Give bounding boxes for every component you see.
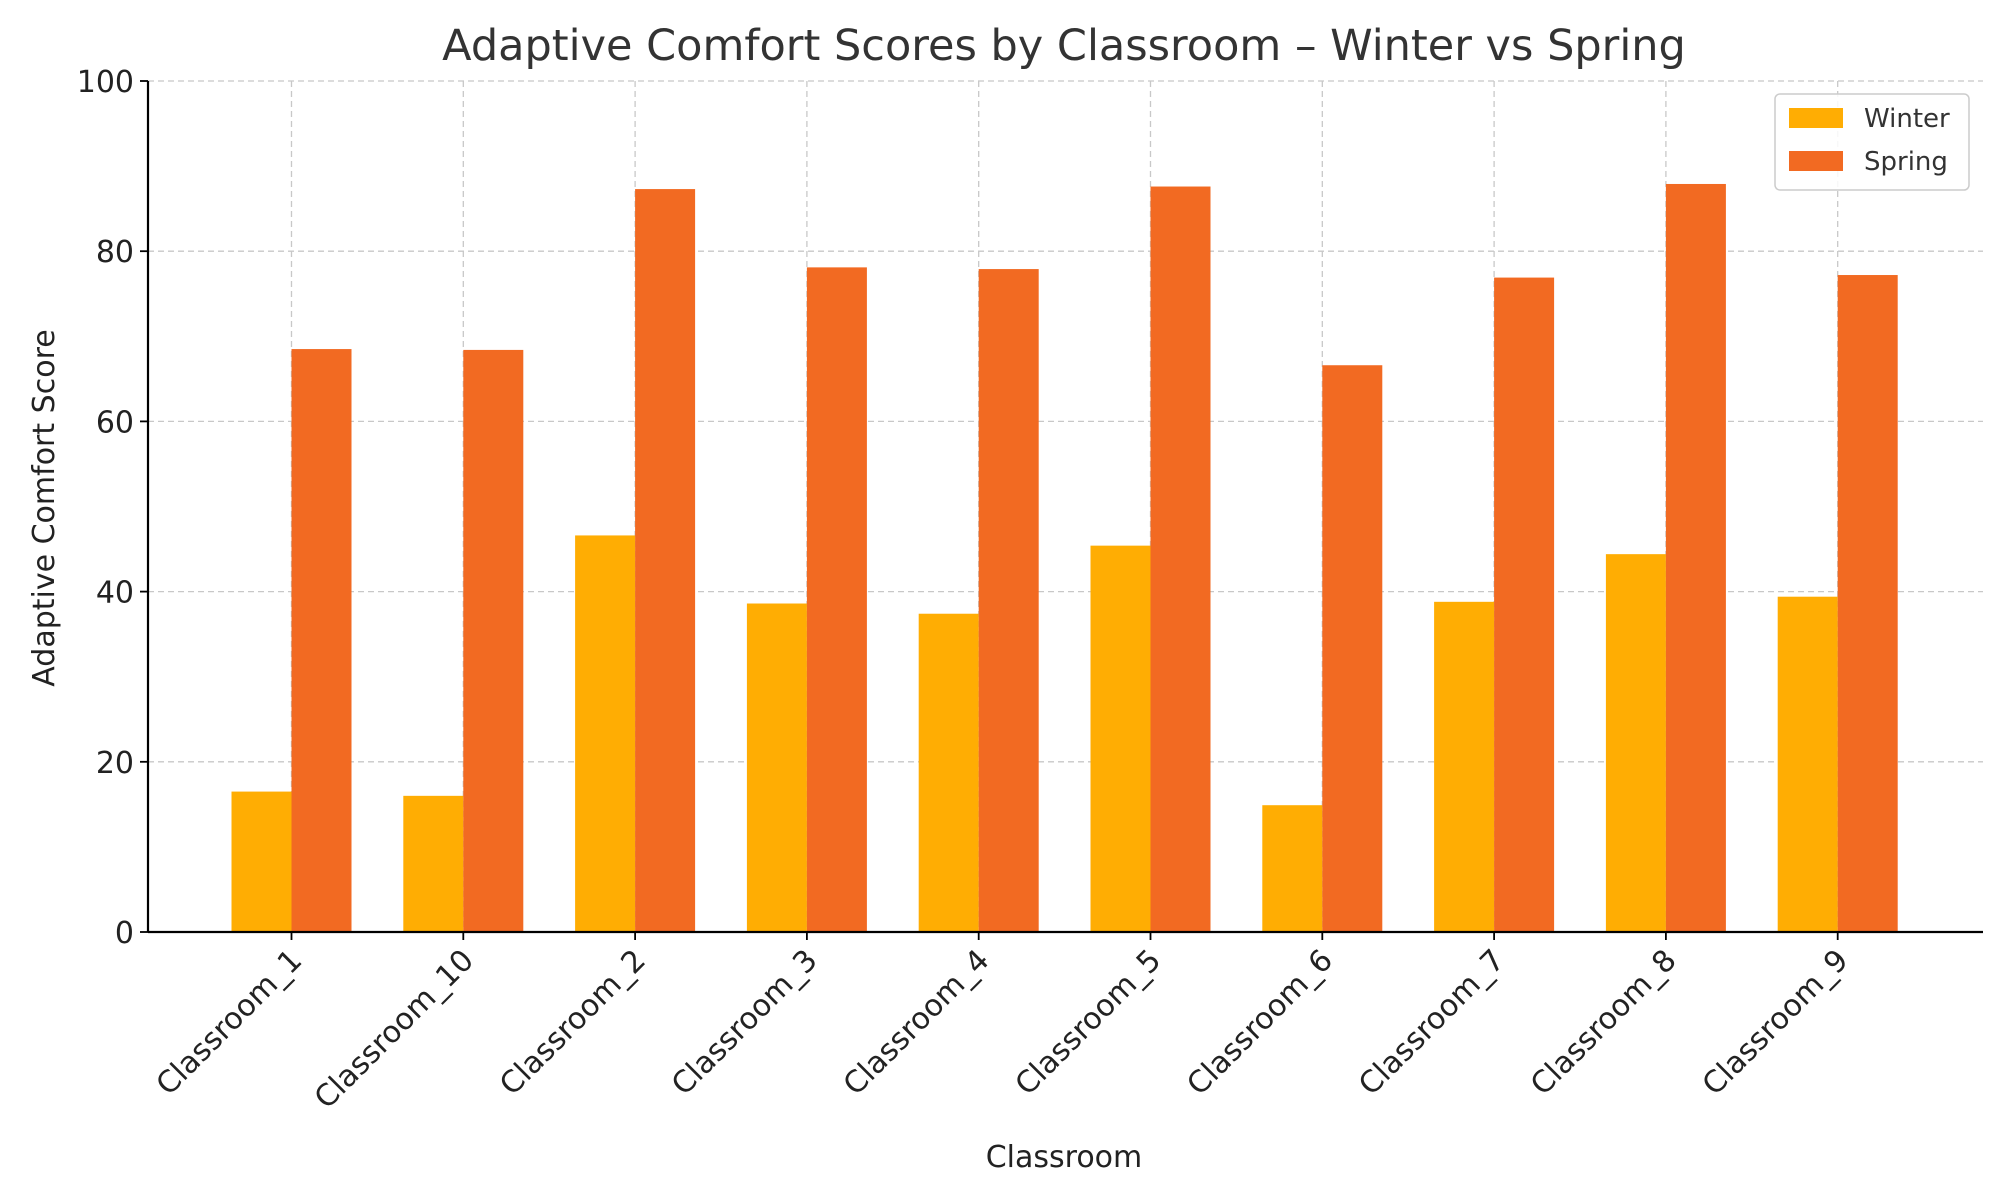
x-tick-label: Classroom_5	[1009, 943, 1169, 1103]
bar-spring-classroom-7	[1494, 277, 1555, 932]
x-tick-label: Classroom_7	[1352, 943, 1512, 1103]
bar-spring-classroom-1	[291, 349, 352, 932]
x-tick-label: Classroom_6	[1180, 943, 1340, 1103]
x-tick-label: Classroom_2	[493, 943, 653, 1103]
y-axis-label: Adaptive Comfort Score	[27, 329, 62, 686]
bar-winter-classroom-1	[231, 791, 292, 932]
y-tick-label: 80	[96, 235, 134, 270]
legend: Winter Spring	[1774, 93, 1970, 191]
bar-spring-classroom-2	[635, 189, 696, 932]
legend-label-winter: Winter	[1864, 104, 1950, 134]
bars	[231, 183, 1898, 933]
y-tick-label: 60	[96, 405, 134, 440]
bar-winter-classroom-8	[1605, 554, 1666, 932]
bar-winter-classroom-2	[575, 535, 636, 932]
bar-winter-classroom-3	[746, 603, 807, 932]
x-tick-label: Classroom_9	[1696, 943, 1856, 1103]
bar-spring-classroom-8	[1665, 183, 1726, 932]
bar-winter-classroom-5	[1090, 545, 1151, 932]
bar-winter-classroom-6	[1262, 805, 1323, 932]
bar-spring-classroom-6	[1322, 365, 1383, 932]
bar-spring-classroom-9	[1837, 275, 1898, 932]
axes	[146, 81, 1983, 934]
bar-winter-classroom-10	[403, 795, 464, 932]
y-tick-label: 20	[96, 746, 134, 781]
legend-label-spring: Spring	[1864, 147, 1948, 177]
bar-winter-classroom-9	[1777, 596, 1838, 932]
legend-swatch-spring	[1789, 151, 1843, 171]
y-tick-label: 40	[96, 576, 134, 611]
bar-winter-classroom-4	[918, 613, 979, 932]
x-tick-label: Classroom_10	[308, 943, 481, 1116]
chart-title: Adaptive Comfort Scores by Classroom – W…	[442, 21, 1686, 71]
bar-spring-classroom-4	[978, 269, 1039, 932]
y-tick-label: 100	[77, 65, 134, 100]
bar-spring-classroom-5	[1150, 186, 1211, 933]
bar-spring-classroom-3	[806, 267, 867, 932]
bar-spring-classroom-10	[463, 349, 524, 932]
x-tick-label: Classroom_1	[150, 943, 310, 1103]
x-tick-label: Classroom_3	[665, 943, 825, 1103]
bar-winter-classroom-7	[1434, 601, 1495, 932]
x-axis-label: Classroom	[986, 1140, 1143, 1175]
x-tick-label: Classroom_4	[837, 943, 997, 1103]
legend-swatch-winter	[1789, 108, 1843, 128]
x-tick-label: Classroom_8	[1524, 943, 1684, 1103]
y-tick-label: 0	[115, 916, 134, 951]
